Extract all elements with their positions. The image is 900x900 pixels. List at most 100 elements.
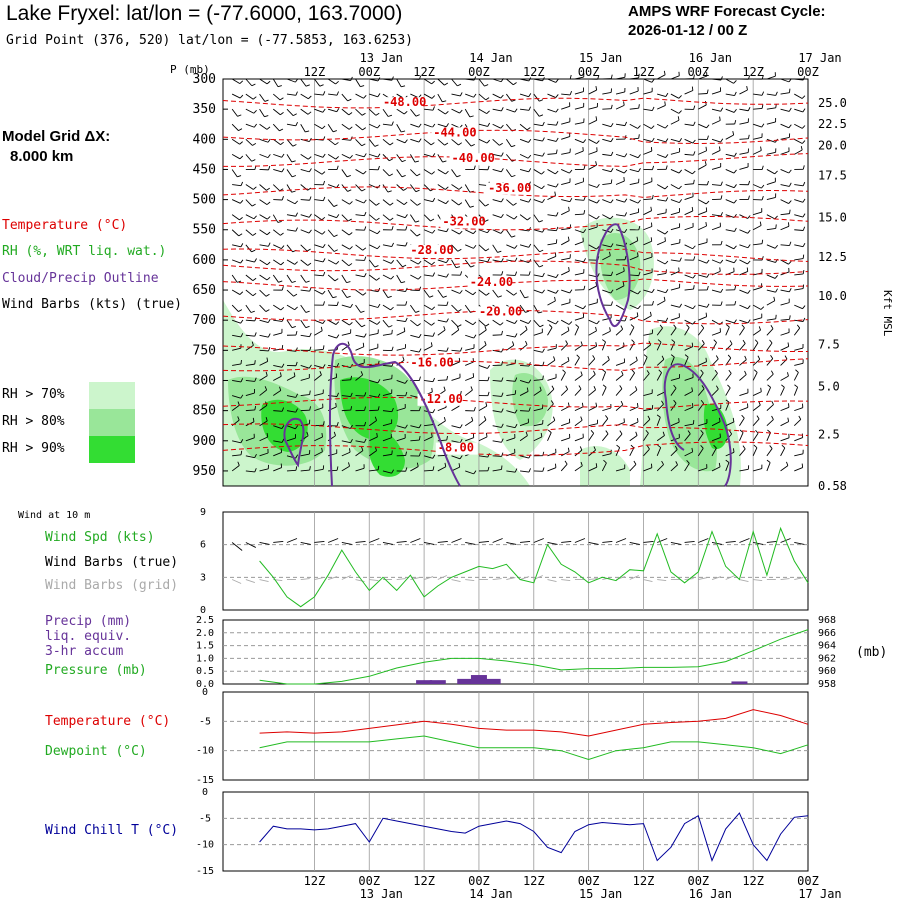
wind-barb xyxy=(286,304,295,311)
wind-barb-flag xyxy=(500,198,504,203)
wind-barb-flag xyxy=(349,201,353,205)
wind-barb xyxy=(519,244,529,248)
wind-barb xyxy=(588,214,597,220)
wind-barb-flag xyxy=(322,180,326,185)
wind-barb-flag xyxy=(334,278,339,282)
wind-barb-flag xyxy=(539,114,544,117)
wind-barb-flag xyxy=(582,305,587,310)
date-label-bottom: 15 Jan xyxy=(579,887,622,900)
wind-barb-flag xyxy=(624,212,628,217)
wind-barb xyxy=(615,91,625,95)
wind-barb xyxy=(465,244,474,249)
wind-barb-flag xyxy=(748,75,751,80)
wind-barb xyxy=(259,229,268,236)
legend-precip-3: 3-hr accum xyxy=(45,644,124,659)
wind-barb xyxy=(670,108,680,114)
wind-barb xyxy=(286,214,296,217)
wind-barb xyxy=(231,93,241,99)
legend-dewpoint: Dewpoint (°C) xyxy=(45,744,147,759)
wind-barb xyxy=(519,435,528,442)
wind-barb-flag xyxy=(278,280,283,283)
wind-barb xyxy=(506,289,514,296)
wind-barb-flag xyxy=(638,225,641,230)
wind-barb xyxy=(780,447,786,457)
wind-barb-flag xyxy=(651,288,655,293)
wind-barb-flag xyxy=(528,379,532,384)
wind-barb xyxy=(629,199,639,204)
wind-barb xyxy=(629,304,639,310)
temperature-tick-label: -15 xyxy=(196,775,214,786)
wind-barb-flag xyxy=(788,78,792,83)
wind-barb xyxy=(451,108,460,114)
wind-barb-flag xyxy=(734,227,737,232)
wind-barb-flag xyxy=(350,76,353,81)
wind-barb xyxy=(259,153,269,159)
wind-barb-flag xyxy=(665,165,668,170)
wind-barb xyxy=(231,153,241,160)
wind-barb-flag xyxy=(321,171,326,175)
wind-barb-flag xyxy=(761,184,765,189)
wind-chill-panel-frame xyxy=(222,791,809,872)
wind-barb-flag xyxy=(445,186,449,190)
wind-barb-flag xyxy=(266,432,269,438)
wind-barb-flag xyxy=(473,244,477,249)
wind-barb-flag xyxy=(624,255,627,260)
wind-barb xyxy=(273,138,281,145)
wind-barb xyxy=(519,329,528,336)
wind-barb-flag xyxy=(305,310,310,313)
wind-barb-flag xyxy=(733,199,737,204)
surface-wind-barb-grid xyxy=(451,579,461,582)
wind-barb xyxy=(711,138,721,143)
precip-tick-label: 0.0 xyxy=(196,679,214,690)
wind-barb xyxy=(711,78,722,81)
wind-barb-flag xyxy=(528,407,531,412)
wind-barb xyxy=(437,259,447,264)
pressure-tick-label: 600 xyxy=(193,253,216,268)
temperature-tick-label: -10 xyxy=(196,746,214,757)
wind-barb-flag xyxy=(671,339,675,343)
wind-barb xyxy=(245,380,255,382)
surface-wind-barb xyxy=(615,538,627,543)
wind-barb xyxy=(739,407,749,412)
rh-shade-13 xyxy=(703,403,728,450)
wind-barb xyxy=(547,123,557,126)
wind-barb xyxy=(670,242,680,246)
surface-wind-barb xyxy=(506,542,517,545)
wind-barb-flag xyxy=(346,175,351,178)
wind-barb xyxy=(547,289,557,294)
wind-barb xyxy=(533,153,543,157)
date-label-bottom: 16 Jan xyxy=(689,887,732,900)
wind-barb xyxy=(355,138,363,147)
wind-barb-flag xyxy=(610,74,613,79)
pressure-tick-label: 650 xyxy=(193,283,216,298)
wind-barb-flag xyxy=(280,306,285,311)
wind-barb xyxy=(464,108,471,118)
wind-barb xyxy=(245,334,255,337)
wind-barb xyxy=(327,334,337,339)
wind-barb-flag xyxy=(336,301,339,306)
precip-tick-label: 2.5 xyxy=(196,615,214,626)
wind-barb xyxy=(588,106,598,110)
wind-barb xyxy=(341,244,350,250)
wind-barb-flag xyxy=(539,249,544,253)
wind-barb-flag xyxy=(336,466,339,471)
wind-barb xyxy=(794,273,804,276)
wind-barb xyxy=(437,123,447,128)
wind-barb-flag xyxy=(264,386,268,391)
wind-barb-flag xyxy=(539,386,542,391)
wind-barb xyxy=(465,437,474,442)
wind-barb-flag xyxy=(514,409,518,414)
wind-barb xyxy=(259,78,268,85)
wind-barb xyxy=(451,169,458,178)
wind-barb xyxy=(231,108,238,117)
wind-barb-flag xyxy=(473,334,477,339)
wind-barb-flag xyxy=(252,96,257,100)
wind-barb-flag xyxy=(753,369,758,373)
wind-barb-flag xyxy=(444,462,447,467)
surface-wind-barb xyxy=(739,538,750,543)
wind-barb xyxy=(369,123,378,129)
wind-barb-flag xyxy=(526,127,531,131)
wind-barb-flag xyxy=(254,453,257,458)
wind-barb xyxy=(355,334,365,338)
wind-barb xyxy=(615,447,621,457)
